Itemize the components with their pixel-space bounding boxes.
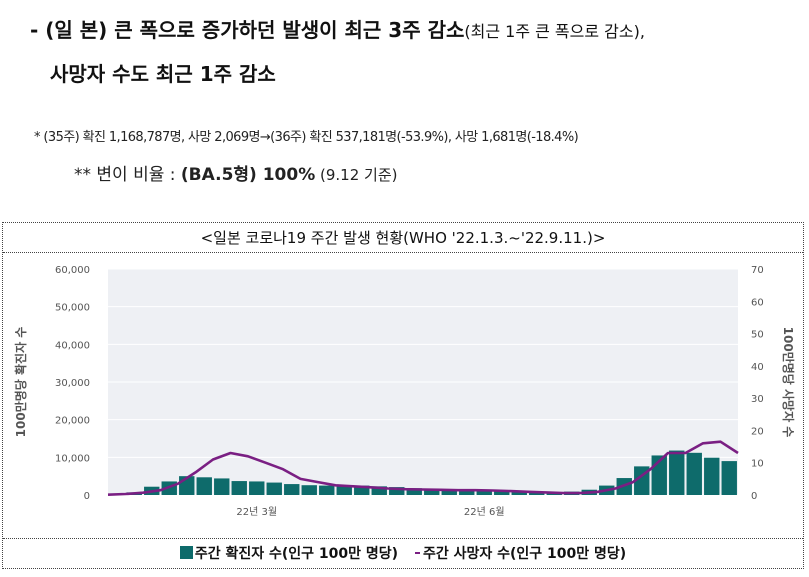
y-tick-label: 30,000 — [55, 378, 90, 389]
headline-line1: - (일 본) 큰 폭으로 증가하던 발생이 최근 3주 감소(최근 1주 큰 … — [30, 14, 645, 43]
y2-tick-label: 30 — [751, 394, 764, 405]
bar-cases — [424, 488, 440, 495]
bar-cases — [459, 490, 475, 495]
note-weekly-stats: * (35주) 확진 1,168,787명, 사망 2,069명→(36주) 확… — [34, 130, 579, 145]
y2-tick-label: 0 — [751, 491, 757, 502]
legend-item-cases: 주간 확진자 수(인구 100만 명당) — [179, 539, 399, 569]
bar-cases — [354, 485, 370, 495]
chart-title: <일본 코로나19 주간 발생 현황(WHO '22.1.3.~'22.9.11… — [3, 223, 803, 253]
bar-cases — [371, 486, 387, 495]
bar-cases — [284, 484, 300, 495]
bar-cases — [336, 485, 352, 495]
y-tick-label: 10,000 — [55, 453, 90, 464]
y2-tick-label: 10 — [751, 459, 764, 470]
bar-cases — [721, 461, 737, 495]
note-variant-ratio: ** 변이 비율 : (BA.5형) 100% (9.12 기준) — [74, 160, 398, 185]
chart-legend: 주간 확진자 수(인구 100만 명당) 주간 사망자 수(인구 100만 명당… — [3, 538, 803, 569]
bar-cases — [476, 490, 492, 495]
headline-bullet: - (일 본) — [30, 18, 108, 42]
chart-frame: <일본 코로나19 주간 발생 현황(WHO '22.1.3.~'22.9.11… — [2, 222, 804, 569]
y2-tick-label: 20 — [751, 426, 764, 437]
bar-cases — [511, 491, 527, 495]
legend-label-deaths: 주간 사망자 수(인구 100만 명당) — [422, 546, 627, 562]
y2-axis-label: 100만명당 사망자 수 — [781, 327, 796, 438]
bar-cases — [669, 450, 685, 495]
bar-cases — [529, 491, 545, 495]
y-axis-label: 100만명당 확진자 수 — [13, 327, 28, 438]
bar-cases — [231, 481, 247, 495]
y-tick-label: 50,000 — [55, 303, 90, 314]
bar-cases — [214, 478, 230, 495]
y-tick-label: 40,000 — [55, 340, 90, 351]
y-tick-label: 0 — [84, 491, 90, 502]
bar-cases — [441, 489, 457, 495]
y2-tick-label: 40 — [751, 362, 764, 373]
y-tick-label: 20,000 — [55, 416, 90, 427]
y2-tick-label: 50 — [751, 330, 764, 341]
legend-swatch-deaths — [414, 552, 420, 554]
headline-main: 큰 폭으로 증가하던 발생이 최근 3주 감소 — [107, 18, 465, 42]
bar-cases — [389, 487, 405, 495]
y-tick-label: 60,000 — [55, 265, 90, 276]
bar-cases — [704, 457, 720, 495]
bar-cases — [406, 488, 422, 495]
y2-tick-label: 60 — [751, 297, 764, 308]
note-variant-prefix: ** 변이 비율 : — [74, 165, 181, 185]
legend-swatch-cases — [179, 546, 193, 559]
bar-cases — [301, 485, 317, 495]
note-variant-value: (BA.5형) 100% — [180, 165, 316, 185]
line-deaths — [107, 440, 739, 496]
bar-cases — [249, 481, 265, 495]
headline-paren: (최근 1주 큰 폭으로 감소), — [464, 22, 645, 41]
bar-cases — [494, 490, 510, 495]
bar-cases — [196, 477, 212, 495]
x-tick-label: 22년 6월 — [464, 506, 505, 518]
legend-label-cases: 주간 확진자 수(인구 100만 명당) — [194, 546, 399, 562]
bar-cases — [266, 482, 282, 495]
y2-tick-label: 70 — [751, 265, 764, 276]
note-variant-suffix: (9.12 기준) — [315, 166, 398, 184]
bar-cases — [319, 485, 335, 495]
bar-cases — [686, 452, 702, 495]
x-tick-label: 22년 3월 — [236, 506, 277, 518]
chart-svg: 60,000 50,000 40,000 30,000 20,000 10,000 0 70 6… — [13, 265, 796, 518]
legend-item-deaths: 주간 사망자 수(인구 100만 명당) — [414, 539, 627, 569]
headline-line2: 사망자 수도 최근 1주 감소 — [50, 62, 276, 86]
